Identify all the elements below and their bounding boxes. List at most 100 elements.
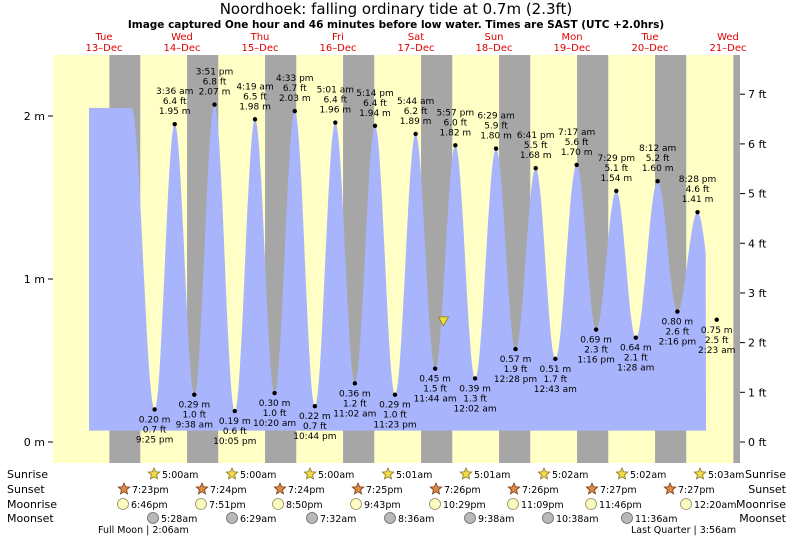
- low-tide-label: 1.5 ft: [423, 385, 447, 395]
- low-tide-label: 0.19 m: [219, 417, 251, 427]
- sunset-icon: [351, 481, 365, 495]
- low-tide-label: 0.80 m: [662, 318, 694, 328]
- high-tide-label: 1.68 m: [520, 151, 552, 161]
- low-tide-point: [432, 366, 438, 371]
- high-tide-label: 1.96 m: [319, 106, 351, 116]
- sunset-time: 7:26pm: [444, 485, 481, 496]
- high-tide-label: 6:29 am: [477, 112, 514, 122]
- day-labels: Tue13–DecWed14–DecThu15–DecFri16–DecSat1…: [85, 32, 746, 54]
- moonset-icon: [621, 512, 633, 524]
- low-tide-label: 2:16 pm: [659, 338, 697, 348]
- high-tide-label: 6.4 ft: [163, 97, 187, 107]
- day-name: Wed: [171, 32, 193, 43]
- sunset-icon: [117, 481, 131, 495]
- low-tide-label: 0.7 ft: [303, 422, 327, 432]
- low-tide-label: 10:05 pm: [213, 437, 256, 447]
- high-tide-label: 6.8 ft: [203, 78, 227, 88]
- moonset-icon: [306, 512, 318, 524]
- low-tide-label: 0.51 m: [540, 365, 572, 375]
- low-tide-point: [232, 408, 237, 414]
- low-tide-point: [392, 392, 398, 397]
- high-tide-label: 4.6 ft: [686, 185, 710, 195]
- low-tide-label: 11:02 am: [333, 409, 376, 419]
- high-tide-point: [333, 120, 338, 125]
- high-tide-point: [372, 123, 378, 128]
- moonset-icon: [147, 512, 159, 524]
- high-tide-label: 6.7 ft: [283, 84, 307, 94]
- sunset-time: 7:27pm: [678, 485, 715, 496]
- high-tide-label: 7:29 pm: [598, 154, 636, 164]
- low-tide-label: 0.39 m: [459, 384, 491, 394]
- high-tide-point: [614, 188, 619, 194]
- low-tide-point: [192, 392, 197, 397]
- high-tide-point: [413, 131, 418, 137]
- moonset-time: 10:38am: [556, 514, 598, 525]
- high-tide-point: [453, 143, 458, 148]
- moonrise-time: 12:20am: [694, 500, 736, 511]
- high-tide-label: 1.60 m: [642, 164, 674, 174]
- low-tide-label: 0.22 m: [299, 412, 331, 422]
- high-tide-label: 5.1 ft: [604, 164, 628, 174]
- high-tide-label: 6.0 ft: [443, 118, 467, 128]
- sunrise-icon: [693, 466, 707, 480]
- high-tide-label: 8:12 am: [639, 144, 676, 154]
- right-axis-label: 7 ft: [748, 88, 767, 101]
- moonrise-icon: [680, 498, 692, 510]
- sunset-time: 7:27pm: [600, 485, 637, 496]
- day-date: 17–Dec: [397, 43, 434, 54]
- sunrise-time: 5:00am: [318, 470, 354, 481]
- moonset-time: 5:28am: [161, 514, 197, 525]
- sunset-icon: [273, 481, 287, 495]
- day-name: Tue: [94, 32, 112, 43]
- low-tide-label: 12:02 am: [454, 404, 497, 414]
- day-name: Tue: [640, 32, 658, 43]
- row-label-left: Sunrise: [7, 468, 48, 481]
- left-axis-label: 0 m: [24, 436, 45, 449]
- sunset-icon: [195, 481, 209, 495]
- moonset-time: 6:29am: [240, 514, 276, 525]
- high-tide-label: 7:17 am: [558, 128, 595, 138]
- sunrise-time: 5:01am: [474, 470, 510, 481]
- high-tide-label: 1.89 m: [400, 117, 432, 127]
- moonrise-time: 7:51pm: [209, 500, 246, 511]
- high-tide-label: 5:57 pm: [437, 108, 475, 118]
- sunrise-icon: [381, 466, 395, 480]
- day-name: Fri: [332, 32, 344, 43]
- moonrise-time: 11:09pm: [521, 500, 564, 511]
- sunset-time: 7:24pm: [288, 485, 325, 496]
- low-tide-label: 0.30 m: [259, 399, 291, 409]
- sunrise-time: 5:00am: [162, 470, 198, 481]
- moonrise-icon: [429, 498, 441, 510]
- moonset-icon: [226, 512, 238, 524]
- high-tide-label: 6.4 ft: [363, 99, 387, 109]
- moonset-time: 9:38am: [478, 514, 514, 525]
- sunrise-time: 5:03am: [708, 470, 744, 481]
- low-tide-label: 0.57 m: [500, 355, 532, 365]
- row-label-right: Sunrise: [745, 468, 786, 481]
- right-axis-label: 2 ft: [748, 337, 767, 350]
- sunrise-icon: [615, 466, 629, 480]
- moonrise-time: 8:50pm: [286, 500, 323, 511]
- tide-extremes: 0.20 m0.7 ft9:25 pm3:36 am6.4 ft1.95 m0.…: [136, 68, 736, 447]
- moonset-time: 8:36am: [398, 514, 434, 525]
- low-tide-label: 2.1 ft: [624, 354, 648, 364]
- low-tide-label: 2.3 ft: [584, 346, 608, 356]
- low-tide-label: 10:44 pm: [293, 432, 336, 442]
- low-tide-label: 1.0 ft: [182, 411, 206, 421]
- low-tide-label: 0.36 m: [339, 389, 371, 399]
- moonrise-icon: [350, 498, 362, 510]
- high-tide-label: 1.82 m: [440, 128, 472, 138]
- high-tide-label: 5.6 ft: [565, 138, 589, 148]
- low-tide-point: [633, 335, 638, 340]
- day-name: Wed: [717, 32, 739, 43]
- high-tide-label: 6.4 ft: [323, 96, 347, 106]
- low-tide-point: [714, 317, 719, 322]
- day-date: 16–Dec: [319, 43, 356, 54]
- low-tide-label: 11:23 pm: [373, 421, 416, 431]
- day-name: Sun: [484, 32, 503, 43]
- high-tide-label: 1.70 m: [561, 148, 593, 158]
- sunset-icon: [429, 481, 443, 495]
- high-tide-point: [695, 209, 700, 215]
- high-tide-label: 4:33 pm: [276, 74, 314, 84]
- moonrise-icon: [272, 498, 284, 510]
